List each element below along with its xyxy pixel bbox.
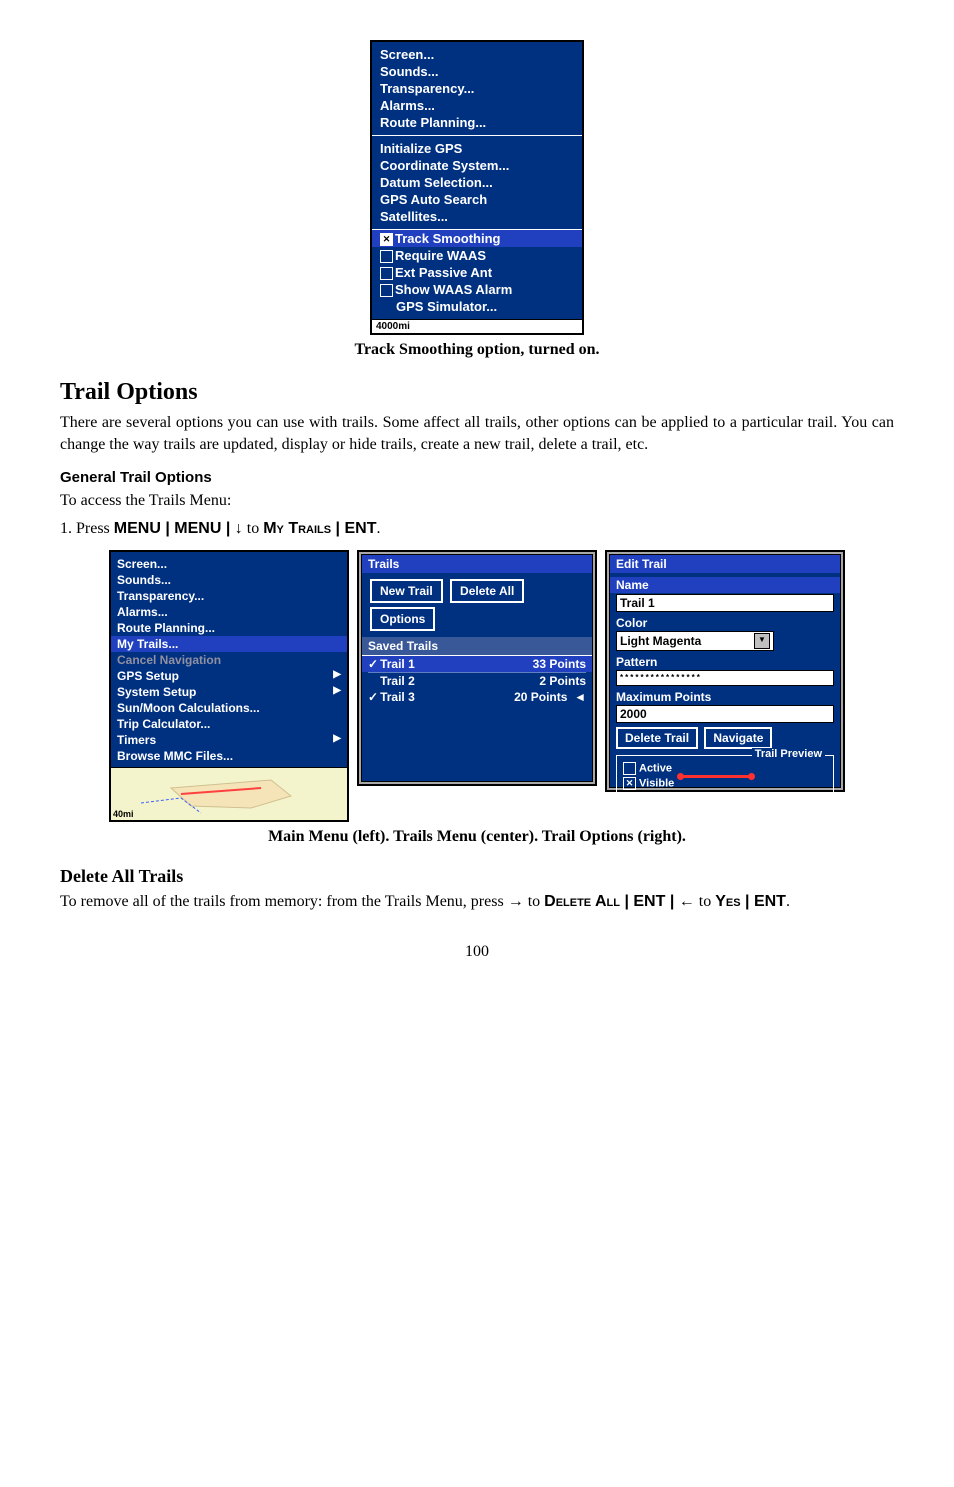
menu-item[interactable]: Initialize GPS — [380, 140, 574, 157]
trail-row[interactable]: ✓Trail 1 33 Points — [362, 656, 592, 672]
submenu-icon: ▶ — [333, 669, 341, 680]
menu-item[interactable]: Route Planning... — [117, 620, 341, 636]
max-points-label: Maximum Points — [616, 690, 834, 704]
menu-item[interactable]: GPS Auto Search — [380, 191, 574, 208]
main-menu-panel: Screen... Sounds... Transparency... Alar… — [109, 550, 349, 822]
check-icon: ✓ — [368, 657, 378, 671]
menu-item[interactable]: Route Planning... — [380, 114, 574, 131]
trail-options-heading: Trail Options — [60, 379, 894, 406]
checkbox-checked-icon — [380, 233, 393, 246]
map-icon — [111, 768, 351, 820]
trail-row[interactable]: ✓Trail 3 20 Points ◄ — [368, 689, 586, 705]
checkbox-checked-icon[interactable] — [623, 777, 636, 790]
intro-paragraph: There are several options you can use wi… — [60, 412, 894, 455]
delete-trail-button[interactable]: Delete Trail — [616, 727, 698, 749]
saved-trails-header: Saved Trails — [362, 637, 592, 655]
color-label: Color — [616, 616, 834, 630]
checkbox-icon[interactable] — [623, 762, 636, 775]
trail-row[interactable]: ✓Trail 2 2 Points — [368, 672, 586, 689]
menu-item[interactable]: Trip Calculator... — [117, 716, 341, 732]
trail-list: ✓Trail 1 33 Points ✓Trail 2 2 Points ✓Tr… — [362, 655, 592, 711]
menu-item[interactable]: GPS Setup▶ — [117, 668, 341, 684]
access-text: To access the Trails Menu: — [60, 490, 894, 512]
menu-item[interactable]: Require WAAS — [380, 247, 574, 264]
page-number: 100 — [60, 943, 894, 961]
figure-caption: Track Smoothing option, turned on. — [60, 341, 894, 359]
submenu-icon: ▶ — [333, 733, 341, 744]
track-smoothing-menu: Screen... Sounds... Transparency... Alar… — [370, 40, 584, 335]
new-trail-button[interactable]: New Trail — [370, 579, 443, 603]
menu-item[interactable]: Screen... — [117, 556, 341, 572]
menu-item[interactable]: Timers▶ — [117, 732, 341, 748]
menu-item[interactable]: Alarms... — [117, 604, 341, 620]
menu-item[interactable]: Sounds... — [380, 63, 574, 80]
trail-preview-label: Trail Preview — [752, 748, 825, 760]
trail-dot-icon — [748, 773, 755, 780]
checkbox-icon — [380, 267, 393, 280]
navigate-button[interactable]: Navigate — [704, 727, 772, 749]
pattern-field[interactable]: **************** — [616, 670, 834, 686]
edit-trail-panel: Edit Trail Name Trail 1 Color Light Mage… — [605, 550, 845, 792]
menu-item[interactable]: Alarms... — [380, 97, 574, 114]
my-trails-item[interactable]: My Trails... — [111, 636, 347, 652]
step-1: 1. Press MENU | MENU | ↓ to My Trails | … — [60, 520, 894, 538]
delete-body: To remove all of the trails from memory:… — [60, 891, 894, 913]
menu-item[interactable]: Sun/Moon Calculations... — [117, 700, 341, 716]
name-field[interactable]: Trail 1 — [616, 594, 834, 612]
menu-item[interactable]: Show WAAS Alarm — [380, 281, 574, 298]
name-label: Name — [610, 577, 840, 593]
dropdown-icon: ▼ — [754, 633, 770, 649]
menu-item[interactable]: Transparency... — [380, 80, 574, 97]
color-dropdown[interactable]: Light Magenta ▼ — [616, 631, 774, 651]
distance-label: 40mi — [113, 809, 134, 819]
menu-item-disabled: Cancel Navigation — [117, 652, 341, 668]
menu-item[interactable]: Screen... — [380, 46, 574, 63]
general-trail-options-heading: General Trail Options — [60, 469, 894, 486]
options-button[interactable]: Options — [370, 607, 435, 631]
menu-item[interactable]: Browse MMC Files... — [117, 748, 341, 764]
check-icon: ✓ — [368, 690, 378, 704]
pattern-label: Pattern — [616, 655, 834, 669]
menu-item[interactable]: Coordinate System... — [380, 157, 574, 174]
menu-item[interactable]: Sounds... — [117, 572, 341, 588]
submenu-icon: ▶ — [333, 685, 341, 696]
menu-item[interactable]: Datum Selection... — [380, 174, 574, 191]
trails-menu-panel: Trails New Trail Delete All Options Save… — [357, 550, 597, 786]
edit-trail-title: Edit Trail — [610, 555, 840, 573]
cursor-arrow-icon: ◄ — [574, 690, 586, 704]
max-points-field[interactable]: 2000 — [616, 705, 834, 723]
menu-item[interactable]: System Setup▶ — [117, 684, 341, 700]
delete-all-button[interactable]: Delete All — [450, 579, 524, 603]
trails-title: Trails — [362, 555, 592, 573]
menu-item[interactable]: Transparency... — [117, 588, 341, 604]
menu-item[interactable]: Ext Passive Ant — [380, 264, 574, 281]
track-smoothing-item[interactable]: Track Smoothing — [372, 230, 582, 247]
map-preview: 40mi — [111, 767, 347, 820]
three-panel-figure: Screen... Sounds... Transparency... Alar… — [60, 550, 894, 822]
trail-line-icon — [681, 775, 751, 778]
delete-all-trails-heading: Delete All Trails — [60, 866, 894, 887]
menu-item[interactable]: GPS Simulator... — [380, 298, 574, 315]
checkbox-icon — [380, 284, 393, 297]
trail-preview-box: Trail Preview Active Visible — [616, 755, 834, 795]
checkbox-icon — [380, 250, 393, 263]
menu-item[interactable]: Satellites... — [380, 208, 574, 225]
figure2-caption: Main Menu (left). Trails Menu (center). … — [60, 828, 894, 846]
status-bar: 4000mi — [372, 319, 582, 333]
